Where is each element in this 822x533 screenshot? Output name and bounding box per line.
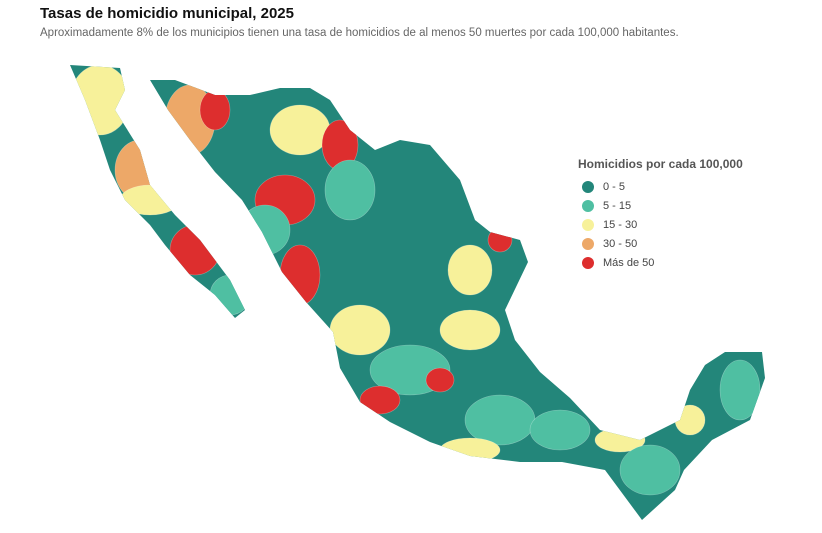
- region: [169, 224, 221, 276]
- region: [425, 367, 455, 393]
- legend-label: 0 - 5: [603, 181, 625, 193]
- region: [439, 437, 501, 463]
- region: [447, 244, 493, 296]
- map: [70, 65, 765, 520]
- region: [529, 409, 591, 451]
- legend-swatch: [582, 219, 594, 231]
- legend-swatch: [582, 238, 594, 250]
- region: [279, 244, 321, 306]
- legend: Homicidios por cada 100,000 0 - 5 5 - 15 1…: [578, 157, 743, 269]
- legend-label: 15 - 30: [603, 219, 637, 231]
- region: [719, 359, 761, 421]
- map-subtitle: Aproximadamente 8% de los municipios tie…: [40, 27, 679, 39]
- region: [359, 385, 401, 415]
- region: [324, 159, 376, 221]
- region: [439, 309, 501, 351]
- region: [70, 65, 131, 136]
- legend-label: 5 - 15: [603, 200, 631, 212]
- legend-swatch: [582, 257, 594, 269]
- region: [674, 404, 706, 436]
- region: [619, 444, 681, 496]
- region: [487, 227, 513, 253]
- map-title: Tasas de homicidio municipal, 2025: [40, 5, 294, 22]
- legend-label: 30 - 50: [603, 238, 637, 250]
- region: [119, 184, 181, 216]
- region: [329, 304, 391, 356]
- legend-swatch: [582, 181, 594, 193]
- legend-swatch: [582, 200, 594, 212]
- region: [209, 274, 251, 316]
- region: [199, 89, 231, 131]
- legend-label: Más de 50: [603, 257, 654, 269]
- region: [239, 204, 291, 256]
- region: [464, 394, 536, 446]
- legend-title: Homicidios por cada 100,000: [578, 157, 743, 171]
- region: [269, 104, 331, 156]
